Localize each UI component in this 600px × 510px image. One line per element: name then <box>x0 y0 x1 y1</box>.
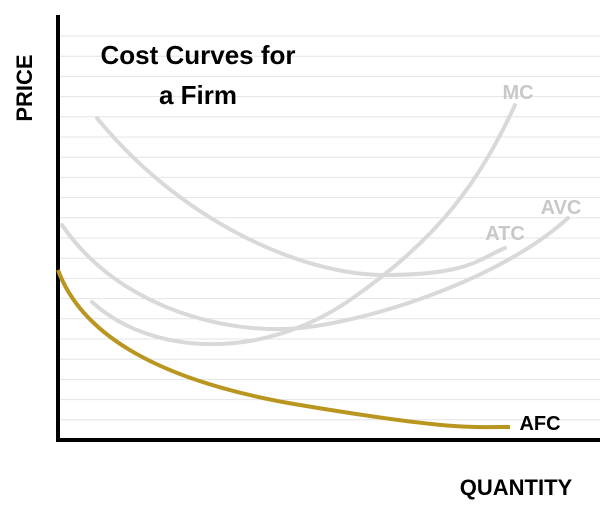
avc-curve <box>60 216 570 332</box>
curve-label: ATC <box>485 223 525 245</box>
curve-label: AVC <box>541 197 582 219</box>
afc-curve <box>56 269 511 430</box>
title-line: Cost Curves for <box>100 40 295 70</box>
mc-curve <box>90 103 517 347</box>
grid <box>60 35 600 421</box>
curve-label: MC <box>502 82 533 104</box>
atc-curve <box>95 116 507 278</box>
y-axis-label: PRICE <box>12 54 37 121</box>
x-axis-label: QUANTITY <box>460 475 573 500</box>
title-line: a Firm <box>159 80 237 110</box>
curve-label: AFC <box>519 413 560 435</box>
